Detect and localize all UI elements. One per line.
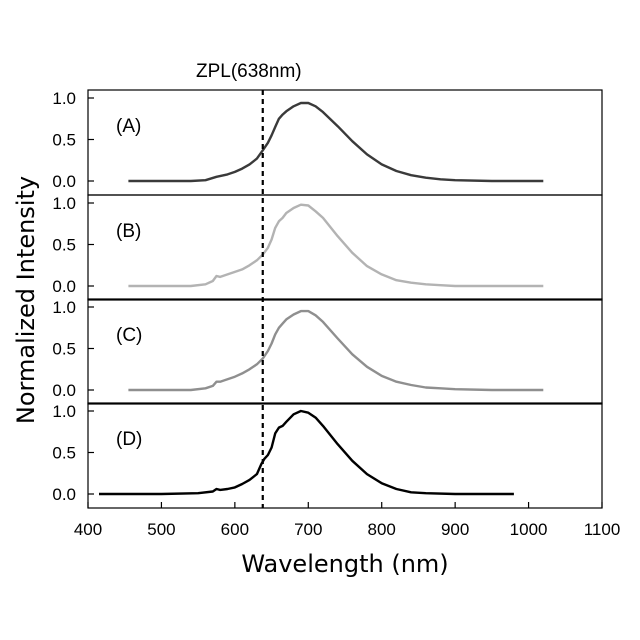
y-tick-label: 1.0 <box>52 298 76 317</box>
panel-d: 0.0 0.5 1.0 (D) <box>52 402 602 508</box>
y-tick-label: 0.5 <box>52 236 76 255</box>
panel-label: (A) <box>116 116 141 137</box>
x-tick-label: 500 <box>147 520 175 539</box>
x-tick-label: 400 <box>74 520 102 539</box>
panel-a: 0.0 0.5 1.0 (A) <box>52 89 602 195</box>
x-tick-label: 900 <box>441 520 469 539</box>
spectrum-line-c <box>128 311 543 390</box>
y-axis-title: Normalized Intensity <box>12 176 40 424</box>
x-tick-label: 1000 <box>510 520 548 539</box>
spectrum-line-d <box>99 411 514 494</box>
y-tick-label: 0.5 <box>52 444 76 463</box>
y-tick-label: 1.0 <box>52 89 76 108</box>
zpl-annotation: ZPL(638nm) <box>196 61 302 82</box>
y-tick-label: 0.0 <box>52 381 76 400</box>
y-tick-label: 0.5 <box>52 340 76 359</box>
panel-label: (C) <box>116 325 142 346</box>
panel-b: 0.0 0.5 1.0 (B) <box>52 194 602 300</box>
panel-frame <box>88 90 602 195</box>
x-tick-label: 800 <box>368 520 396 539</box>
panel-label: (B) <box>116 221 141 242</box>
x-tick-label: 600 <box>221 520 249 539</box>
spectra-chart: 0.00.51.0(A)0.00.51.0(B)0.00.51.0(C)0.00… <box>0 0 640 640</box>
panel-frame <box>88 403 602 508</box>
x-axis-title: Wavelength (nm) <box>241 550 448 578</box>
panel-label: (D) <box>116 429 142 450</box>
x-tick-label: 1100 <box>584 520 621 539</box>
x-tick-label: 700 <box>294 520 322 539</box>
y-tick-label: 0.0 <box>52 485 76 504</box>
panels-group: 0.00.51.0(A)0.00.51.0(B)0.00.51.0(C)0.00… <box>52 89 602 508</box>
spectrum-line-a <box>128 103 543 181</box>
y-tick-label: 0.5 <box>52 131 76 150</box>
panel-frame <box>88 299 602 404</box>
y-tick-label: 1.0 <box>52 194 76 213</box>
y-tick-label: 1.0 <box>52 402 76 421</box>
y-tick-label: 0.0 <box>52 172 76 191</box>
y-tick-label: 0.0 <box>52 277 76 296</box>
panel-frame <box>88 195 602 300</box>
panel-c: 0.0 0.5 1.0 (C) <box>52 298 602 404</box>
spectrum-line-b <box>128 205 543 286</box>
